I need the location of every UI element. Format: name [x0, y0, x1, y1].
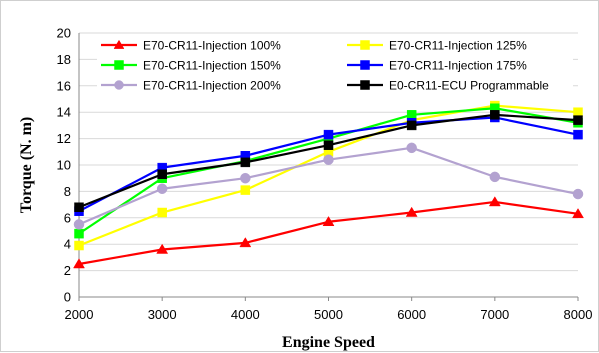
- data-point: [73, 219, 85, 230]
- legend-label: E70-CR11-Injection 150%: [143, 59, 281, 73]
- legend-item: E70-CR11-Injection 200%: [101, 79, 281, 93]
- data-point: [488, 196, 501, 207]
- series-1: [73, 196, 584, 269]
- x-tick-label: 4000: [231, 307, 260, 322]
- legend-label: E70-CR11-Injection 100%: [143, 39, 281, 53]
- axes-layer: 0 2 4 6 8 10 12 14 16 18 20 2000 3000 4000 5000 6000 700…: [57, 26, 593, 323]
- y-tick-label: 14: [57, 105, 71, 120]
- series-2: [74, 100, 583, 251]
- y-tick-label: 12: [57, 131, 71, 146]
- legend-item: E70-CR11-Injection 150%: [101, 59, 281, 73]
- y-tick-label: 0: [64, 290, 71, 305]
- data-point: [323, 140, 334, 150]
- legend-item: E70-CR11-Injection 100%: [101, 39, 281, 53]
- series-6: [74, 110, 583, 212]
- data-point: [240, 157, 251, 168]
- data-point: [73, 258, 85, 269]
- data-point: [573, 107, 583, 117]
- x-tick-label: 2000: [65, 307, 94, 322]
- legend-item: E0-CR11-ECU Programmable: [347, 79, 549, 93]
- data-point: [323, 129, 334, 140]
- series-line: [78, 200, 579, 266]
- series-5: [73, 142, 584, 230]
- data-point: [74, 202, 84, 212]
- x-tick-label: 6000: [397, 307, 426, 322]
- y-tick-label: 18: [57, 52, 71, 67]
- data-point: [157, 207, 167, 218]
- y-axis-title: Torque (N. m): [18, 117, 35, 213]
- data-point: [489, 171, 501, 183]
- legend-background: [97, 35, 573, 97]
- legend-label: E70-CR11-Injection 200%: [143, 79, 281, 93]
- legend-swatch-marker: [360, 40, 370, 50]
- data-point: [573, 115, 583, 125]
- x-tick-label: 7000: [480, 307, 509, 322]
- data-point: [405, 206, 418, 217]
- data-point: [240, 172, 251, 184]
- y-tick-label: 4: [64, 237, 71, 252]
- y-tick-label: 20: [57, 26, 71, 41]
- legend-item: E70-CR11-Injection 175%: [347, 59, 527, 73]
- data-point: [156, 183, 168, 195]
- y-tick-label: 2: [64, 263, 71, 278]
- legend-swatch-marker: [360, 80, 370, 90]
- data-point: [323, 154, 334, 165]
- legend-label: E70-CR11-Injection 175%: [389, 59, 527, 73]
- legend-swatch-marker: [114, 60, 124, 70]
- data-point: [572, 188, 584, 200]
- data-point: [406, 120, 417, 131]
- data-point: [406, 142, 417, 154]
- legend-label: E0-CR11-ECU Programmable: [389, 79, 549, 93]
- y-tick-label: 10: [57, 158, 71, 173]
- legend-label: E70-CR11-Injection 125%: [389, 39, 527, 53]
- y-tick-label: 8: [64, 184, 71, 199]
- data-point: [572, 208, 584, 219]
- data-point: [240, 185, 251, 195]
- data-point: [573, 129, 583, 140]
- data-point: [74, 228, 84, 239]
- legend-swatch-marker: [114, 80, 124, 90]
- data-point: [490, 110, 500, 120]
- series-layer: [73, 100, 584, 269]
- data-point: [156, 243, 169, 254]
- x-axis-title: Engine Speed: [282, 334, 375, 351]
- x-tick-label: 3000: [148, 307, 177, 322]
- legend-swatch-marker: [113, 39, 125, 49]
- x-tick-label: 5000: [314, 307, 343, 322]
- data-point: [157, 169, 167, 179]
- x-tick-label: 8000: [564, 307, 593, 322]
- data-point: [322, 216, 335, 227]
- data-point: [406, 110, 417, 120]
- y-tick-label: 6: [64, 210, 71, 225]
- y-tick-label: 16: [57, 78, 71, 93]
- legend-item: E70-CR11-Injection 125%: [347, 39, 527, 53]
- legend: E70-CR11-Injection 100% E70-CR11-Injectio…: [97, 35, 573, 97]
- legend-swatch-marker: [360, 60, 370, 70]
- data-point: [74, 240, 84, 251]
- data-point: [239, 237, 252, 248]
